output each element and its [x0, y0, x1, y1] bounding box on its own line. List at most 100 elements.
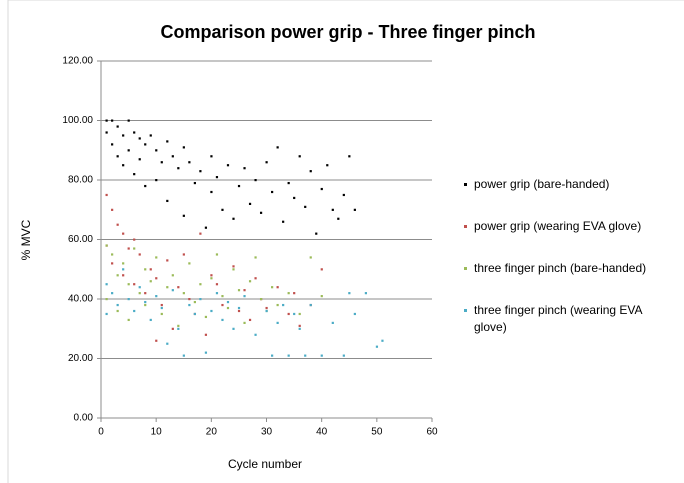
- point: [265, 161, 268, 164]
- point: [171, 274, 174, 277]
- point: [210, 274, 213, 277]
- point: [138, 292, 141, 295]
- point: [204, 315, 208, 319]
- point: [237, 289, 241, 292]
- point: [122, 274, 125, 277]
- point: [116, 303, 119, 307]
- point: [221, 295, 224, 298]
- point: [133, 247, 136, 250]
- point: [226, 164, 230, 167]
- point: [166, 259, 169, 262]
- point: [182, 292, 185, 295]
- point: [171, 289, 174, 292]
- point: [304, 354, 307, 357]
- point: [199, 170, 202, 173]
- point: [166, 286, 169, 289]
- point: [226, 306, 230, 310]
- chart-title: Comparison power grip - Three finger pin…: [160, 22, 535, 42]
- point: [177, 324, 180, 327]
- legend-label: three finger pinch (bare-handed): [474, 261, 647, 275]
- y-tick-label: 40.00: [68, 294, 93, 305]
- point: [353, 312, 356, 316]
- point: [149, 268, 152, 271]
- point: [309, 256, 312, 259]
- point: [105, 131, 108, 134]
- point: [259, 298, 263, 301]
- point: [122, 134, 125, 137]
- point: [254, 179, 257, 182]
- legend-marker: [464, 309, 467, 312]
- point: [171, 327, 174, 330]
- x-tick-label: 20: [206, 427, 218, 438]
- point: [298, 312, 301, 316]
- point: [271, 354, 274, 357]
- point: [116, 125, 119, 128]
- point: [160, 161, 163, 164]
- point: [320, 295, 323, 298]
- y-tick-label: 80.00: [68, 175, 93, 186]
- point: [193, 181, 196, 185]
- point: [276, 303, 279, 307]
- point: [364, 292, 367, 295]
- point: [276, 321, 279, 324]
- point: [221, 208, 224, 211]
- point: [127, 298, 130, 301]
- point: [232, 327, 235, 330]
- point: [276, 146, 279, 149]
- point: [133, 173, 136, 176]
- point: [271, 190, 274, 194]
- legend-marker: [464, 267, 467, 270]
- point: [122, 232, 125, 235]
- point: [320, 187, 323, 191]
- point: [155, 149, 158, 152]
- point: [287, 292, 290, 295]
- point: [116, 309, 119, 313]
- point: [188, 262, 191, 265]
- point: [232, 217, 235, 220]
- point: [226, 300, 230, 304]
- point: [353, 208, 356, 211]
- point: [298, 327, 301, 330]
- point: [111, 262, 114, 265]
- point: [204, 226, 208, 229]
- point: [133, 283, 136, 286]
- point: [210, 155, 213, 158]
- point: [287, 181, 290, 185]
- point: [271, 286, 274, 289]
- point: [105, 244, 108, 247]
- point: [138, 286, 141, 289]
- point: [237, 184, 241, 188]
- chart-border: [7, 0, 684, 483]
- point: [122, 262, 125, 265]
- point: [111, 208, 114, 211]
- x-tick-label: 50: [371, 427, 383, 438]
- point: [215, 253, 219, 256]
- point: [342, 193, 345, 197]
- point: [177, 286, 180, 289]
- point: [210, 190, 213, 194]
- point: [155, 339, 158, 342]
- point: [276, 286, 279, 289]
- point: [133, 238, 136, 241]
- point: [298, 324, 301, 327]
- point: [309, 303, 312, 307]
- point: [127, 247, 130, 250]
- point: [105, 298, 108, 301]
- point: [127, 149, 130, 152]
- x-tick-label: 60: [426, 427, 438, 438]
- point: [111, 143, 114, 146]
- point: [182, 253, 185, 256]
- point: [193, 312, 196, 316]
- point: [293, 292, 296, 295]
- point: [265, 309, 268, 313]
- point: [309, 170, 312, 173]
- point: [144, 292, 147, 295]
- point: [166, 140, 169, 143]
- legend: power grip (bare-handed) power grip (wear…: [462, 176, 677, 361]
- x-axis-label: Cycle number: [228, 457, 302, 471]
- point: [326, 164, 329, 167]
- point: [199, 232, 202, 235]
- point: [293, 312, 296, 316]
- point: [199, 283, 202, 286]
